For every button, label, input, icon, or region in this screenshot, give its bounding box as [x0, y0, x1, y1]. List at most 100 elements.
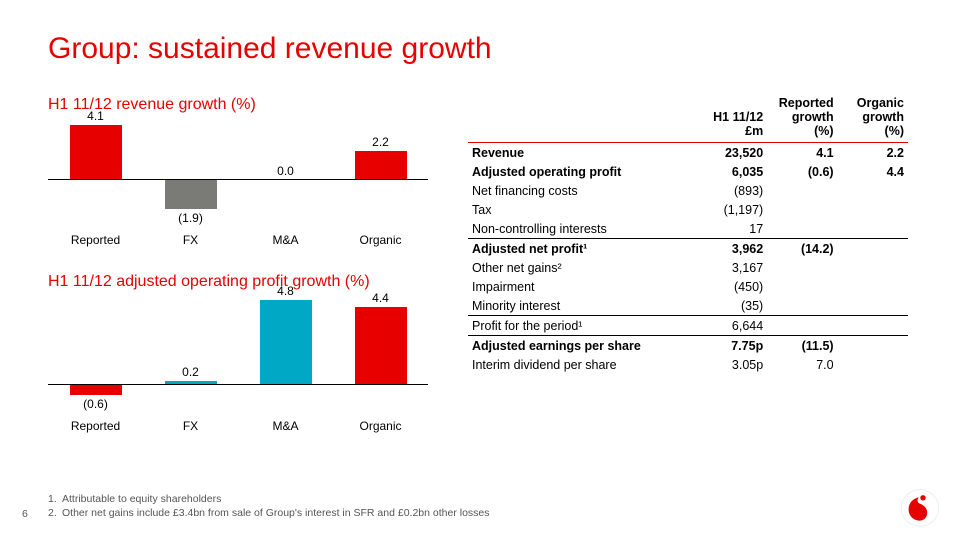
table-row: Interim dividend per share3.05p7.0: [468, 355, 908, 374]
table-cell: Revenue: [468, 143, 697, 163]
table-cell: 6,644: [697, 316, 767, 336]
vodafone-logo-icon: [902, 490, 938, 526]
aop-growth-chart: (0.6)0.24.84.4ReportedFXM&AOrganic: [48, 297, 428, 433]
table-cell: [838, 336, 908, 356]
bar-value-label: (1.9): [178, 211, 203, 225]
bar: [70, 125, 122, 180]
table-cell: Interim dividend per share: [468, 355, 697, 374]
table-cell: (35): [697, 296, 767, 316]
table-cell: [767, 258, 837, 277]
table-cell: Impairment: [468, 277, 697, 296]
table-cell: [767, 181, 837, 200]
table-cell: 7.75p: [697, 336, 767, 356]
page-title: Group: sustained revenue growth: [48, 32, 912, 66]
table-row: Adjusted operating profit6,035(0.6)4.4: [468, 162, 908, 181]
table-header-row: H1 11/12£mReported growth(%)Organic grow…: [468, 94, 908, 143]
bar-value-label: 0.0: [277, 164, 294, 178]
bar: [165, 180, 217, 208]
table-cell: [838, 316, 908, 336]
table-cell: [838, 200, 908, 219]
table-row: Other net gains²3,167: [468, 258, 908, 277]
table-cell: Non-controlling interests: [468, 219, 697, 239]
table-row: Adjusted earnings per share7.75p(11.5): [468, 336, 908, 356]
revenue-growth-chart: 4.1 (1.9) 0.0 2.2 ReportedFXM&AOrganic: [48, 120, 428, 247]
table-cell: 4.4: [838, 162, 908, 181]
table-cell: Adjusted net profit¹: [468, 239, 697, 259]
charts-column: H1 11/12 revenue growth (%) 4.1 (1.9) 0.0 2…: [48, 88, 428, 433]
table-cell: Adjusted operating profit: [468, 162, 697, 181]
table-row: Non-controlling interests17: [468, 219, 908, 239]
chart1-title: H1 11/12 revenue growth (%): [48, 96, 428, 114]
x-category-label: FX: [143, 233, 238, 247]
x-category-label: M&A: [238, 233, 333, 247]
bar-group: 4.1: [48, 120, 143, 210]
bar: [355, 151, 407, 180]
x-category-label: M&A: [238, 419, 333, 433]
table-cell: 23,520: [697, 143, 767, 163]
bar-group: 0.2: [143, 297, 238, 397]
page-number: 6: [22, 508, 28, 520]
table-cell: Profit for the period¹: [468, 316, 697, 336]
bar-value-label: (0.6): [83, 397, 108, 411]
bar-value-label: 2.2: [372, 135, 389, 149]
x-axis-labels: ReportedFXM&AOrganic: [48, 233, 428, 247]
table-cell: 17: [697, 219, 767, 239]
table-header-cell: [468, 94, 697, 143]
table-header-cell: H1 11/12£m: [697, 94, 767, 143]
table-cell: 3.05p: [697, 355, 767, 374]
table-cell: [767, 277, 837, 296]
bar-value-label: 4.4: [372, 291, 389, 305]
x-category-label: FX: [143, 419, 238, 433]
table-cell: Other net gains²: [468, 258, 697, 277]
x-category-label: Reported: [48, 233, 143, 247]
table-column: H1 11/12£mReported growth(%)Organic grow…: [468, 88, 908, 433]
table-cell: [838, 239, 908, 259]
slide: Group: sustained revenue growth H1 11/12…: [0, 0, 960, 540]
table-cell: [838, 355, 908, 374]
bar: [260, 300, 312, 384]
table-cell: 4.1: [767, 143, 837, 163]
table-cell: Minority interest: [468, 296, 697, 316]
chart-plot: (0.6)0.24.84.4: [48, 297, 428, 397]
table-header-cell: Organic growth(%): [838, 94, 908, 143]
bar: [70, 385, 122, 395]
chart-plot: 4.1(1.9)0.02.2: [48, 120, 428, 210]
table-cell: [838, 219, 908, 239]
table-row: Profit for the period¹6,644: [468, 316, 908, 336]
table-cell: Tax: [468, 200, 697, 219]
x-category-label: Organic: [333, 233, 428, 247]
table-cell: 7.0: [767, 355, 837, 374]
chart2-title: H1 11/12 adjusted operating profit growt…: [48, 273, 428, 291]
bar-group: (0.6): [48, 297, 143, 397]
table-cell: [767, 200, 837, 219]
table-row: Tax(1,197): [468, 200, 908, 219]
table-header-cell: Reported growth(%): [767, 94, 837, 143]
table-row: Adjusted net profit¹3,962(14.2): [468, 239, 908, 259]
bar-group: 4.4: [333, 297, 428, 397]
bar-group: 2.2: [333, 120, 428, 210]
zero-axis-line: [48, 384, 428, 385]
table-cell: (0.6): [767, 162, 837, 181]
table-cell: 6,035: [697, 162, 767, 181]
footnote-2: 2.Other net gains include £3.4bn from sa…: [48, 506, 490, 520]
table-cell: [838, 277, 908, 296]
footnote-1: 1.Attributable to equity shareholders: [48, 492, 490, 506]
table-row: Net financing costs(893): [468, 181, 908, 200]
table-cell: [838, 296, 908, 316]
table-cell: [838, 258, 908, 277]
table-cell: (14.2): [767, 239, 837, 259]
bar-value-label: 4.8: [277, 284, 294, 298]
table-cell: (450): [697, 277, 767, 296]
table-cell: Adjusted earnings per share: [468, 336, 697, 356]
bar-group: 4.8: [238, 297, 333, 397]
financials-table: H1 11/12£mReported growth(%)Organic grow…: [468, 94, 908, 374]
bar: [355, 307, 407, 384]
table-cell: (893): [697, 181, 767, 200]
two-column-layout: H1 11/12 revenue growth (%) 4.1 (1.9) 0.0 2…: [48, 88, 912, 433]
zero-axis-line: [48, 179, 428, 180]
table-cell: 3,962: [697, 239, 767, 259]
x-category-label: Organic: [333, 419, 428, 433]
table-cell: 2.2: [838, 143, 908, 163]
table-cell: [838, 181, 908, 200]
bar-value-label: 4.1: [87, 109, 104, 123]
